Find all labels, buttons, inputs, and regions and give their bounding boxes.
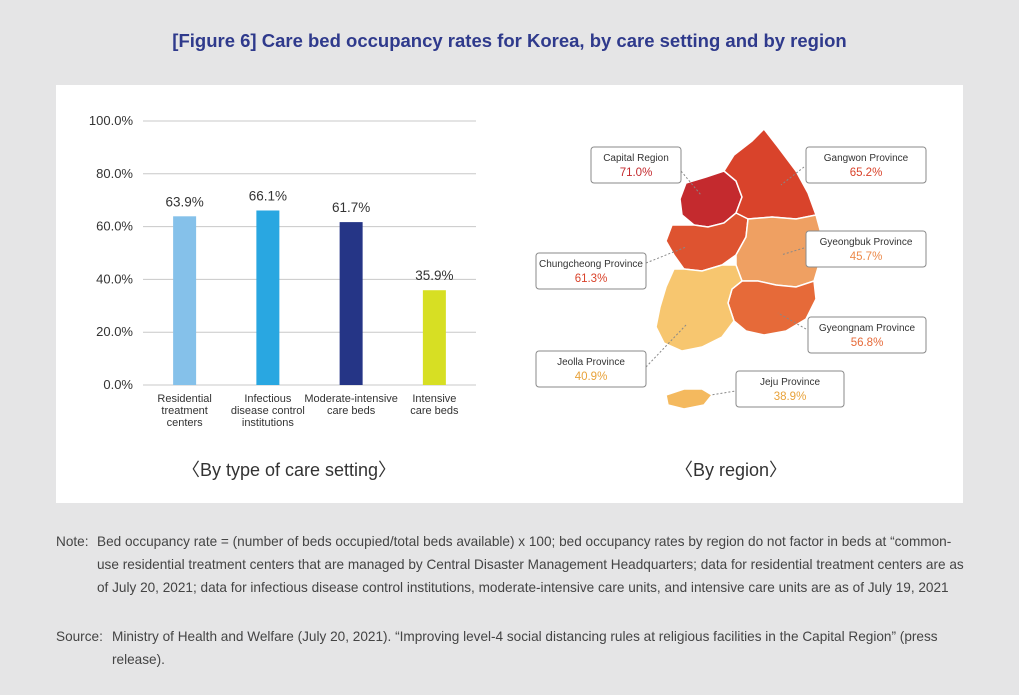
figure-title: [Figure 6] Care bed occupancy rates for … [172, 30, 847, 51]
region-value: 40.9% [575, 371, 608, 383]
region-name: Gyeongbuk Province [820, 237, 913, 248]
region-name: Jeju Province [760, 377, 820, 388]
bar-chart: 0.0% 20.0% 40.0% 60.0% 80.0% 100.0% 63.9% 66.1… [89, 113, 476, 480]
region-value: 45.7% [850, 251, 883, 263]
map-region-jeju [665, 388, 714, 410]
source-label: Source: [56, 629, 103, 644]
y-tick-label: 20.0% [96, 324, 133, 339]
x-tick-label: treatment [161, 405, 207, 417]
note: Note: Bed occupancy rate = (number of be… [56, 530, 966, 599]
x-tick-label: disease control [231, 405, 305, 417]
map-caption: 〈By region〉 [675, 460, 787, 480]
bar-value-label: 61.7% [332, 200, 370, 215]
bar [256, 210, 280, 385]
bar-value-label: 66.1% [249, 188, 287, 203]
bar-chart-caption: 〈By type of care setting〉 [182, 460, 396, 480]
leader-lines [645, 164, 807, 396]
region-map: Capital Region 71.0% Gangwon Province 65.2%… [535, 127, 927, 480]
bar [173, 216, 197, 385]
x-tick-label: Moderate-intensive [304, 393, 398, 405]
x-tick-label: centers [167, 417, 204, 429]
region-value: 38.9% [774, 391, 807, 403]
region-value: 71.0% [620, 167, 653, 179]
region-value: 56.8% [851, 337, 884, 349]
source-text: Ministry of Health and Welfare (July 20,… [112, 629, 938, 667]
y-tick-label: 100.0% [89, 113, 134, 128]
region-label-box [535, 350, 647, 388]
region-name: Jeolla Province [557, 357, 625, 368]
source: Source: Ministry of Health and Welfare (… [56, 625, 966, 671]
y-tick-label: 40.0% [96, 271, 133, 286]
x-tick-label: care beds [327, 405, 376, 417]
region-name: Gangwon Province [824, 153, 909, 164]
map-region-jeolla [655, 264, 743, 352]
bar-value-label: 63.9% [165, 194, 203, 209]
region-name: Gyeongnam Province [819, 323, 916, 334]
x-tick-label: Residential [157, 393, 211, 405]
region-name: Capital Region [603, 153, 669, 164]
x-tick-label: Infectious [244, 393, 292, 405]
korea-map [655, 127, 823, 410]
y-tick-label: 80.0% [96, 166, 133, 181]
bar [422, 290, 446, 385]
region-value: 65.2% [850, 167, 883, 179]
note-label: Note: [56, 534, 89, 549]
region-value: 61.3% [575, 273, 608, 285]
bar-value-label: 35.9% [415, 268, 453, 283]
x-tick-label: Intensive [412, 393, 456, 405]
map-region-gyeongnam [727, 279, 817, 336]
x-tick-label: institutions [242, 417, 294, 429]
region-label-box [805, 146, 927, 184]
bar [339, 222, 363, 385]
region-name: Chungcheong Province [539, 259, 643, 270]
region-label-box [535, 252, 647, 290]
region-label-box [807, 316, 927, 354]
x-tick-label: care beds [410, 405, 459, 417]
figure-panel: 0.0% 20.0% 40.0% 60.0% 80.0% 100.0% 63.9% 66.1… [56, 85, 963, 503]
region-label-box [735, 370, 845, 408]
region-label-box [805, 230, 927, 268]
y-tick-label: 0.0% [103, 377, 133, 392]
note-text: Bed occupancy rate = (number of beds occ… [97, 534, 964, 595]
y-tick-label: 60.0% [96, 219, 133, 234]
region-label-box [590, 146, 682, 184]
